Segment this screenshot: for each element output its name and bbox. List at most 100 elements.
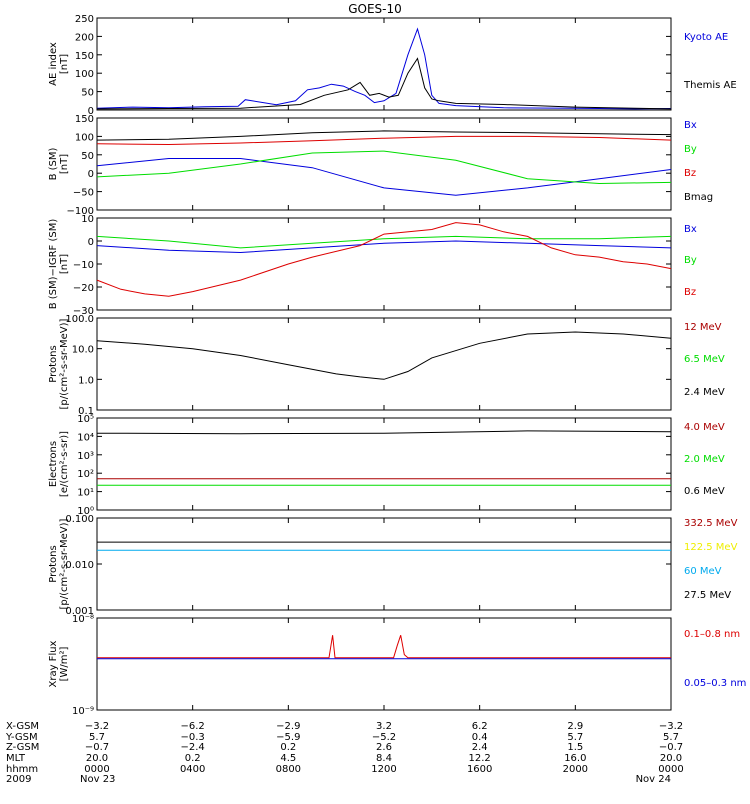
y-axis-label: Xray Flux: [48, 640, 59, 687]
y-tick-label: 10⁰: [77, 506, 94, 517]
y-tick-label: 100: [75, 132, 94, 143]
y-axis-label: [e/(cm²-s-sr)]: [59, 431, 70, 497]
orbit-cell: 20.0: [660, 753, 682, 764]
legend-entry: By: [684, 144, 697, 155]
panel-frame: [96, 617, 672, 711]
series-line-bx: [96, 240, 672, 254]
legend-entry: Themis AE: [683, 80, 737, 91]
orbit-cell: 0000: [658, 764, 683, 775]
panel-frame: [96, 217, 672, 311]
legend-entry: 0.1–0.8 nm: [684, 629, 740, 640]
panel-3: −30 −20 −10 0 10 B (SM)−IGRF (SM) [nT] Bx By Bz: [48, 214, 697, 317]
y-tick-label: 100.0: [65, 314, 94, 325]
y-tick-label: −10: [73, 260, 94, 271]
series-line-bz: [96, 135, 672, 146]
panel-1: 0 50 100 150 200 250 AE index [nT] Kyoto AE Themi…: [48, 14, 737, 117]
date-end-label: Nov 24: [636, 774, 671, 785]
orbit-cell: −5.2: [372, 732, 396, 743]
orbit-row-label: MLT: [6, 753, 26, 764]
y-axis-label: [p/(cm²-s-sr-MeV)]: [59, 518, 70, 609]
y-tick-label: 10⁴: [77, 432, 94, 443]
orbit-row-label: X-GSM: [6, 721, 39, 732]
orbit-row-label: hhmm: [6, 764, 38, 775]
y-tick-label: 10⁻⁹: [72, 706, 94, 717]
orbit-cell: 3.2: [376, 721, 392, 732]
y-tick-label: 10⁵: [77, 414, 94, 425]
series-line-themis-ae: [96, 57, 672, 110]
orbit-row-label: Z-GSM: [6, 742, 39, 753]
legend-entry: 27.5 MeV: [684, 590, 731, 601]
chart-title: GOES-10: [348, 2, 402, 16]
y-tick-label: 0.100: [65, 514, 94, 525]
y-axis-label: Electrons: [48, 441, 59, 487]
y-axis-label: B (SM): [48, 147, 59, 180]
y-tick-label: 0.1: [78, 406, 94, 417]
legend-entry: 4.0 MeV: [684, 422, 725, 433]
orbit-cell: 0800: [276, 764, 301, 775]
series-line-by: [96, 150, 672, 185]
y-tick-label: −20: [73, 283, 94, 294]
y-tick-label: 0: [88, 169, 94, 180]
y-tick-label: −100: [67, 206, 94, 217]
legend-entry: 0.6 MeV: [684, 486, 725, 497]
orbit-cell: 0000: [84, 764, 109, 775]
y-tick-label: 10³: [77, 451, 94, 462]
orbit-cell: 1.5: [567, 742, 583, 753]
y-tick-label: 0: [88, 106, 94, 117]
orbit-cell: 5.7: [663, 732, 679, 743]
legend-entry: Bmag: [684, 192, 713, 203]
y-tick-label: 1.0: [78, 375, 94, 386]
y-tick-label: 0.001: [65, 606, 94, 617]
series-line-2-4-mev: [96, 331, 672, 380]
orbit-cell: −2.4: [181, 742, 205, 753]
legend-entry: 122.5 MeV: [684, 542, 738, 553]
orbit-table: X-GSM −3.2 −6.2 −2.9 3.2 6.2 2.9 −3.2Y-GSM 5.7 −0…: [5, 721, 684, 785]
y-axis-label: AE index: [48, 42, 59, 86]
y-axis-label: [nT]: [59, 254, 70, 274]
orbit-row-label: Y-GSM: [5, 732, 38, 743]
orbit-cell: −0.7: [659, 742, 683, 753]
orbit-cell: 4.5: [280, 753, 296, 764]
panel-frame: [96, 17, 672, 111]
y-tick-label: 100: [75, 69, 94, 80]
panel-frame: [96, 117, 672, 211]
y-tick-label: 10²: [77, 469, 94, 480]
series-line-bx: [96, 158, 672, 196]
orbit-cell: 5.7: [567, 732, 583, 743]
orbit-cell: 20.0: [86, 753, 108, 764]
y-axis-label: [nT]: [59, 54, 70, 74]
orbit-cell: 1200: [371, 764, 396, 775]
y-tick-label: 0.010: [65, 560, 94, 571]
y-axis-label: [nT]: [59, 154, 70, 174]
series-line-0-1-0-8-nm: [97, 635, 671, 659]
panel-6: 0.001 0.010 0.100 Protons [p/(cm²-s-sr-MeV)]…: [48, 514, 738, 617]
legend-entry: 6.5 MeV: [684, 354, 725, 365]
orbit-cell: −6.2: [181, 721, 205, 732]
y-tick-label: 0: [88, 237, 94, 248]
y-tick-label: 10.0: [72, 345, 94, 356]
series-line-0-6-mev: [96, 430, 672, 435]
y-tick-label: 250: [75, 14, 94, 25]
legend-entry: Bx: [684, 224, 697, 235]
y-tick-label: 50: [81, 88, 94, 99]
orbit-cell: 5.7: [89, 732, 105, 743]
orbit-cell: −2.9: [276, 721, 300, 732]
orbit-cell: 0.2: [280, 742, 296, 753]
orbit-cell: 0.4: [472, 732, 488, 743]
y-tick-label: 10: [81, 214, 94, 225]
y-tick-label: −30: [73, 306, 94, 317]
legend-entry: Kyoto AE: [684, 32, 728, 43]
legend-entry: 2.4 MeV: [684, 387, 725, 398]
panel-7: 10⁻⁹ 10⁻⁸ Xray Flux [W/m²] 0.1–0.8 nm 0.05–0.…: [48, 614, 746, 717]
panel-frame: [96, 417, 672, 511]
legend-entry: Bx: [684, 120, 697, 131]
series-line-bmag: [96, 130, 672, 141]
legend-entry: By: [684, 255, 697, 266]
orbit-cell: 2.6: [376, 742, 392, 753]
y-axis-label: [p/(cm²-s-sr-MeV)]: [59, 318, 70, 409]
year-label: 2009: [6, 774, 31, 785]
panel-2: −100 −50 0 50 100 150 B (SM) [nT] Bx By Bz Bmag: [48, 114, 713, 217]
orbit-cell: −5.9: [276, 732, 300, 743]
y-tick-label: 10⁻⁸: [72, 614, 94, 625]
